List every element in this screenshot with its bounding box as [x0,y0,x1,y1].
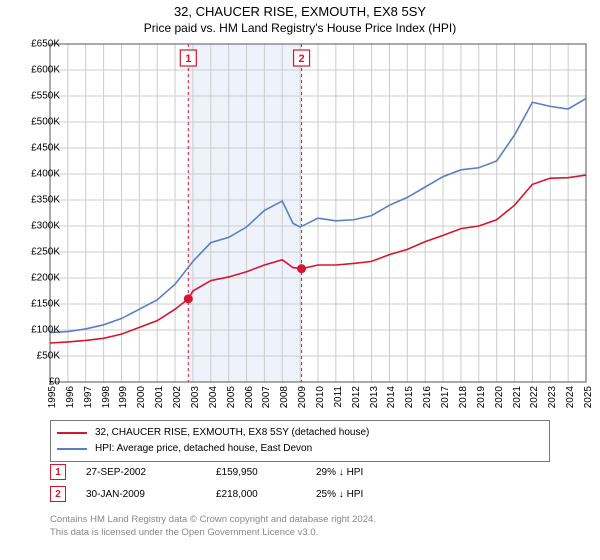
x-tick-label: 2006 [244,386,255,408]
event-delta: 29% ↓ HPI [316,467,363,478]
footer-line: This data is licensed under the Open Gov… [50,527,376,540]
y-tick-label: £200K [31,273,60,284]
y-tick-label: £100K [31,325,60,336]
x-tick-label: 2015 [404,386,415,408]
svg-text:2: 2 [299,53,305,65]
chart-title: 32, CHAUCER RISE, EXMOUTH, EX8 5SY [0,0,600,21]
x-tick-label: 2014 [386,386,397,408]
legend-label: 32, CHAUCER RISE, EXMOUTH, EX8 5SY (deta… [95,425,369,441]
x-tick-label: 2011 [333,386,344,408]
event-marker-box: 2 [50,486,66,502]
x-tick-label: 2003 [190,386,201,408]
y-tick-label: £550K [31,91,60,102]
event-number: 1 [55,467,61,478]
x-tick-label: 1996 [65,386,76,408]
event-price: £159,950 [216,467,296,478]
x-tick-label: 2018 [458,386,469,408]
legend-swatch [57,432,87,434]
x-tick-label: 2009 [297,386,308,408]
y-tick-label: £350K [31,195,60,206]
event-delta: 25% ↓ HPI [316,489,363,500]
x-tick-label: 2013 [369,386,380,408]
x-tick-label: 2020 [494,386,505,408]
event-number: 2 [55,489,61,500]
x-tick-label: 1998 [101,386,112,408]
y-tick-label: £300K [31,221,60,232]
x-tick-label: 2019 [476,386,487,408]
y-tick-label: £400K [31,169,60,180]
x-tick-label: 2017 [440,386,451,408]
footer-line: Contains HM Land Registry data © Crown c… [50,514,376,527]
svg-text:1: 1 [185,53,191,65]
y-tick-label: £450K [31,143,60,154]
x-tick-label: 2025 [583,386,594,408]
y-tick-label: £500K [31,117,60,128]
event-marker-box: 1 [50,464,66,480]
chart-container: 32, CHAUCER RISE, EXMOUTH, EX8 5SY Price… [0,0,600,560]
y-tick-label: £250K [31,247,60,258]
chart-subtitle: Price paid vs. HM Land Registry's House … [0,21,600,39]
x-tick-label: 2007 [261,386,272,408]
legend-swatch [57,448,87,450]
legend-item: 32, CHAUCER RISE, EXMOUTH, EX8 5SY (deta… [57,425,543,441]
x-tick-label: 2021 [512,386,523,408]
event-row: 2 30-JAN-2009 £218,000 25% ↓ HPI [50,486,363,502]
x-tick-label: 2008 [279,386,290,408]
event-price: £218,000 [216,489,296,500]
x-tick-label: 2023 [547,386,558,408]
y-tick-label: £600K [31,65,60,76]
footer-attribution: Contains HM Land Registry data © Crown c… [50,514,376,540]
x-tick-label: 2010 [315,386,326,408]
x-tick-label: 2002 [172,386,183,408]
x-tick-label: 2024 [565,386,576,408]
y-tick-label: £50K [37,351,60,362]
legend-label: HPI: Average price, detached house, East… [95,441,312,457]
x-tick-label: 1999 [118,386,129,408]
legend-box: 32, CHAUCER RISE, EXMOUTH, EX8 5SY (deta… [50,420,550,462]
x-tick-label: 1997 [83,386,94,408]
x-tick-label: 2001 [154,386,165,408]
events-block: 1 27-SEP-2002 £159,950 29% ↓ HPI 2 30-JA… [50,464,363,508]
x-tick-label: 2022 [529,386,540,408]
event-date: 30-JAN-2009 [86,489,196,500]
x-tick-label: 1995 [47,386,58,408]
x-tick-label: 2005 [226,386,237,408]
event-date: 27-SEP-2002 [86,467,196,478]
event-row: 1 27-SEP-2002 £159,950 29% ↓ HPI [50,464,363,480]
x-tick-label: 2000 [136,386,147,408]
legend-item: HPI: Average price, detached house, East… [57,441,543,457]
plot-area: 12 [50,44,586,382]
x-tick-label: 2012 [351,386,362,408]
y-tick-label: £150K [31,299,60,310]
y-tick-label: £650K [31,39,60,50]
x-tick-label: 2004 [208,386,219,408]
x-tick-label: 2016 [422,386,433,408]
chart-svg: 12 [50,44,586,382]
